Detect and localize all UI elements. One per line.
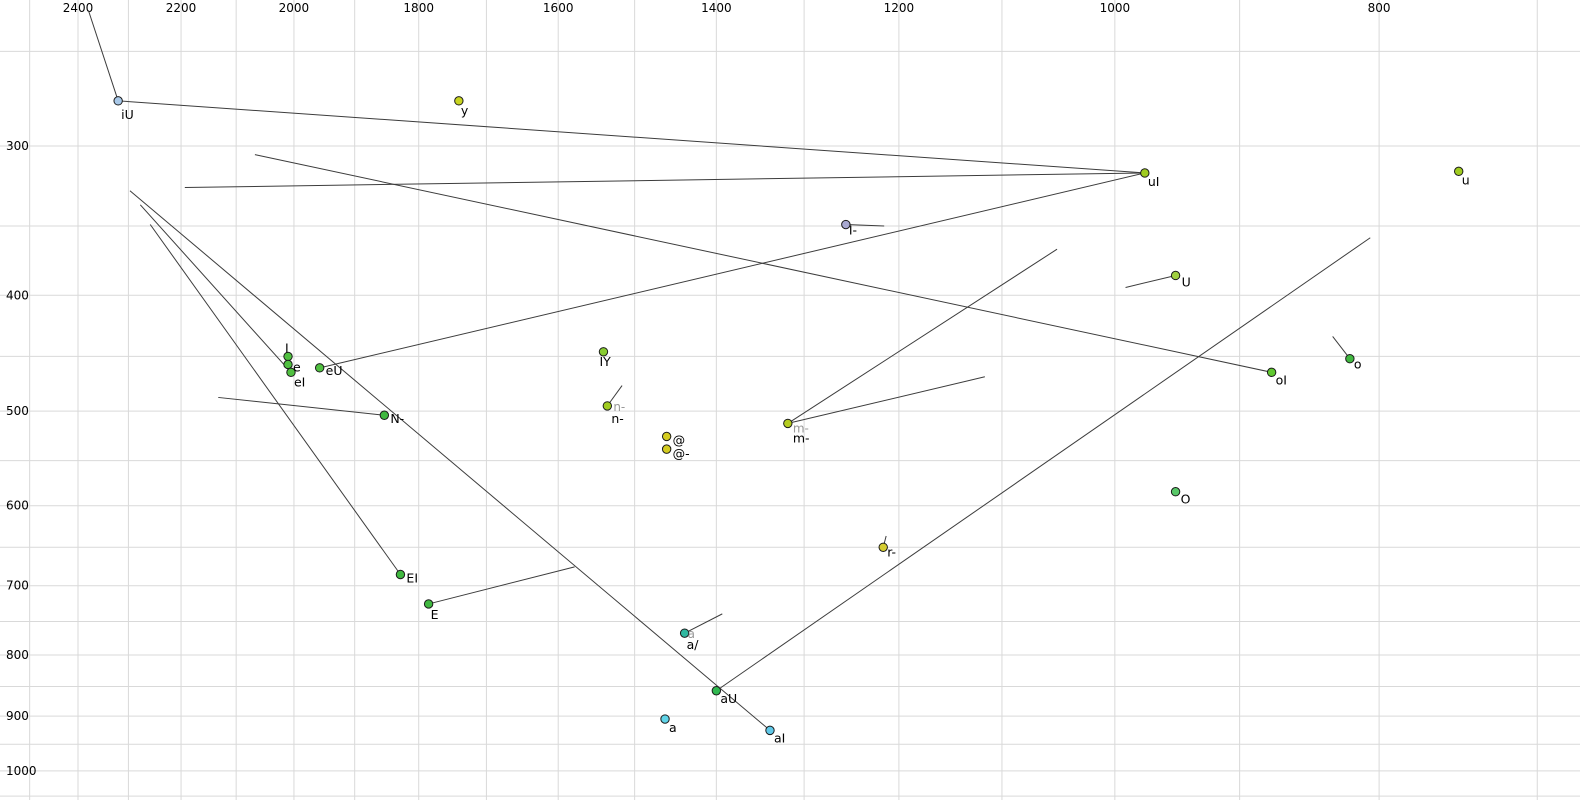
point-gray-label-m-: m- [793, 421, 809, 435]
x-tick-label: 1000 [1100, 1, 1131, 15]
data-point-o[interactable] [1345, 354, 1355, 364]
trajectory-iU-uI-track [118, 100, 1145, 174]
point-label-r-: r- [887, 544, 896, 559]
data-point-@[interactable] [661, 431, 672, 442]
y-tick-label: 600 [6, 499, 29, 513]
x-tick-label: 1600 [543, 1, 574, 15]
trajectory-I--track [845, 224, 885, 227]
point-label-E: E [431, 607, 439, 622]
data-point-y[interactable] [454, 96, 464, 106]
point-label-eI: eI [294, 374, 305, 389]
y-tick-label: 400 [6, 288, 29, 302]
trajectory-iU-onglide [87, 10, 119, 101]
data-point-aI[interactable] [765, 725, 775, 736]
point-label-EI: EI [406, 570, 418, 585]
point-label-a/: a/ [687, 637, 700, 652]
data-point-O[interactable] [1170, 487, 1181, 497]
point-label-m-: m- [793, 430, 810, 445]
point-label-@: @ [673, 432, 686, 447]
x-tick-label: 2400 [63, 1, 94, 15]
point-label-@-: @- [673, 446, 690, 461]
x-tick-label: 2000 [279, 1, 310, 15]
x-tick-label: 1400 [701, 1, 732, 15]
data-point-I-[interactable] [841, 219, 851, 230]
trajectory-E-track [428, 566, 575, 605]
data-point-eI[interactable] [286, 367, 296, 378]
point-label-o: o [1354, 357, 1362, 372]
trajectory-aI-track [129, 190, 771, 731]
data-point-e[interactable] [283, 359, 293, 370]
x-tick-label: 1200 [884, 1, 915, 15]
trajectory-uI-track [184, 172, 1145, 189]
point-label-uI: uI [1148, 174, 1160, 189]
point-label-e: e [293, 359, 301, 374]
point-label-y: y [461, 103, 469, 118]
point-label-aI: aI [774, 730, 785, 745]
trajectory-N--track [218, 396, 385, 416]
data-point-n-[interactable] [602, 401, 613, 411]
data-points [113, 96, 1464, 736]
data-point-a/[interactable] [679, 628, 690, 638]
data-point-aU[interactable] [711, 686, 722, 696]
point-gray-label-n-: n- [613, 400, 625, 414]
data-point-IY[interactable] [598, 347, 609, 357]
trajectory-eU-track [319, 172, 1145, 369]
point-label-I: I [285, 340, 289, 355]
trajectory-U-track [1125, 274, 1176, 288]
y-tick-label: 500 [6, 404, 29, 418]
y-tick-label: 900 [6, 709, 29, 723]
trajectory-eI-track [139, 204, 292, 373]
data-point-eU[interactable] [314, 363, 325, 373]
x-tick-label: 800 [1368, 1, 1391, 15]
point-label-N-: N- [390, 411, 404, 426]
trajectory-a/-track [684, 613, 723, 634]
data-point-E[interactable] [423, 599, 434, 609]
point-label-eU: eU [326, 363, 343, 378]
point-label-O: O [1181, 492, 1191, 507]
point-label-iU: iU [121, 107, 134, 122]
trajectory-lines [87, 10, 1371, 731]
trajectory-m--track-short [787, 376, 985, 424]
point-gray-label-a/: a [688, 627, 695, 641]
trajectory-aU-track [716, 237, 1371, 692]
y-tick-label: 700 [6, 579, 29, 593]
point-label-a: a [669, 720, 677, 735]
y-tick-label: 1000 [6, 764, 37, 778]
data-point-N-[interactable] [379, 410, 390, 420]
data-point-u[interactable] [1454, 166, 1464, 177]
data-point-iU[interactable] [113, 96, 123, 106]
axis-tick-labels: 2400 2200 2000 1800 1600 1400 1200 1000 800 300 40… [6, 1, 1391, 778]
data-point-U[interactable] [1170, 270, 1181, 281]
y-tick-label: 800 [6, 648, 29, 662]
trajectory-m--track-long [787, 248, 1058, 424]
data-point-m-[interactable] [783, 418, 793, 429]
point-label-IY: IY [599, 354, 611, 369]
x-tick-label: 1800 [403, 1, 434, 15]
data-point-r-[interactable] [878, 542, 888, 552]
point-label-u: u [1462, 172, 1470, 187]
data-point-@-[interactable] [661, 444, 672, 454]
point-label-oI: oI [1276, 372, 1287, 387]
data-point-a[interactable] [660, 714, 670, 724]
trajectory-EI-track [149, 224, 401, 575]
data-point-uI[interactable] [1140, 168, 1150, 178]
data-point-EI[interactable] [395, 569, 406, 580]
y-tick-label: 300 [6, 139, 29, 153]
point-label-I-: I- [849, 223, 857, 238]
data-point-oI[interactable] [1266, 367, 1277, 378]
point-label-aU: aU [720, 691, 737, 706]
x-tick-label: 2200 [166, 1, 197, 15]
point-label-n-: n- [611, 411, 623, 426]
point-label-U: U [1182, 274, 1191, 289]
